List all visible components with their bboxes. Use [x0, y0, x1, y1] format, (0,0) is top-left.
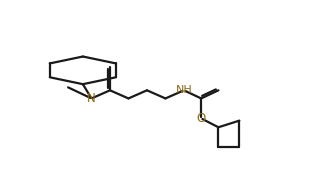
Text: O: O [197, 112, 206, 125]
Text: NH: NH [176, 85, 192, 95]
Text: N: N [87, 92, 96, 105]
